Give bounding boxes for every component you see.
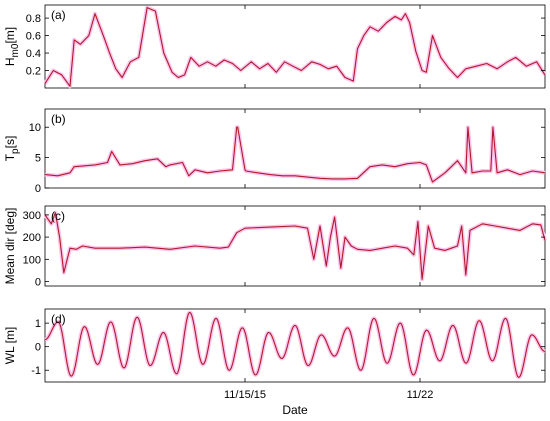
water-level-ytick-label: -1	[31, 365, 41, 377]
x-tick-label: 11/22	[407, 389, 434, 401]
hm0-series-line	[44, 7, 546, 87]
mean-dir-ytick-label: 300	[23, 210, 41, 222]
hm0-ytick-label: 0.4	[26, 48, 41, 60]
mean-dir-ytick-label: 0	[35, 277, 41, 289]
water-level-ytick-label: 1	[35, 318, 41, 330]
tp-series-line	[44, 126, 546, 183]
panel-d-water-level: -1 0 1 (d) WL [m]	[3, 308, 547, 383]
x-tick-label: 11/15/15	[224, 389, 266, 401]
water-level-y-axis-label: WL [m]	[3, 327, 17, 365]
hm0-y-axis-label-main: H	[3, 57, 17, 66]
tp-ytick-label: 10	[29, 122, 41, 134]
tp-y-axis-label-unit: [s]	[3, 136, 17, 149]
water-level-series-line	[44, 312, 546, 378]
panel-c-mean-dir: 0 100 200 300 (c) Mean dir [deg]	[3, 205, 547, 289]
tp-ytick-label: 5	[35, 153, 41, 165]
water-level-panel-letter: (d)	[51, 312, 66, 326]
tp-y-axis-label-sub: p	[10, 148, 21, 154]
hm0-ytick-label: 0.6	[26, 31, 41, 43]
hm0-y-axis-label: Hm0[m]	[3, 27, 21, 66]
hm0-ytick-label: 0.2	[26, 66, 41, 78]
mean-dir-panel-letter: (c)	[51, 209, 65, 223]
hm0-y-axis-label-unit: [m]	[3, 27, 17, 44]
mean-dir-series-line	[44, 212, 546, 280]
tp-panel-letter: (b)	[51, 112, 66, 126]
mean-dir-y-axis-label-main: Mean dir [deg]	[3, 208, 17, 285]
tp-y-axis-label: Tp[s]	[3, 136, 21, 162]
panel-a-hm0: 0.2 0.4 0.6 0.8 (a) Hm0[m]	[3, 4, 547, 89]
hm0-y-axis-label-sub: m0	[10, 43, 21, 57]
hm0-ytick-label: 0.8	[26, 13, 41, 25]
water-level-ytick-label: 0	[35, 342, 41, 354]
shared-x-axis: 11/15/15 11/22	[224, 389, 433, 401]
mean-dir-ytick-label: 200	[23, 232, 41, 244]
panel-b-tp: 0 5 10 (b) Tp[s]	[3, 108, 546, 195]
mean-dir-y-axis-label: Mean dir [deg]	[3, 208, 17, 285]
x-axis-label: Date	[282, 403, 308, 417]
water-level-y-axis-label-main: WL [m]	[3, 327, 17, 365]
tp-ytick-label: 0	[35, 183, 41, 195]
tp-y-axis-label-main: T	[3, 153, 17, 161]
hm0-panel-letter: (a)	[51, 8, 66, 22]
mean-dir-ytick-label: 100	[23, 254, 41, 266]
